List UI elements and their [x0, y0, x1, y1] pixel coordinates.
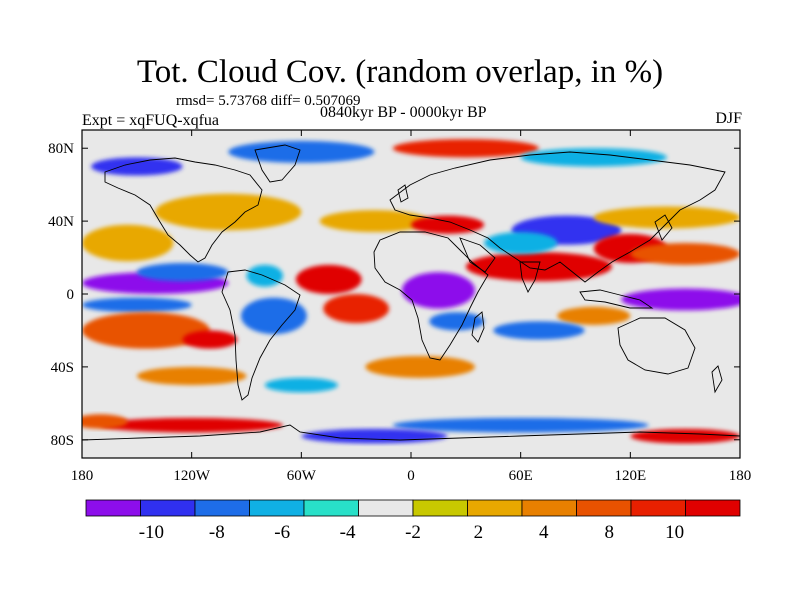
lat-tick-label: 40N: [48, 214, 74, 230]
experiment-label: Expt = xqFUQ-xqfua: [82, 112, 220, 129]
anomaly-blob: [429, 312, 485, 331]
season-label: DJF: [715, 110, 742, 127]
period-label: 0840kyr BP - 0000kyr BP: [320, 104, 487, 121]
anomaly-blob: [630, 428, 740, 444]
coast-africa: [373, 231, 489, 361]
map-axes: 180 120W 60W 0 60E 120E 180 80N 40N 0 40S 80S: [48, 130, 751, 484]
anomaly-blob: [493, 321, 585, 340]
coast-antarctica: [82, 424, 740, 441]
lon-tick-label: 0: [407, 468, 415, 484]
colorbar-swatch: [467, 499, 523, 517]
anomaly-blob: [593, 206, 740, 229]
coast-greenland: [254, 144, 301, 183]
colorbar-label: 2: [474, 522, 484, 543]
lon-tick-label: 180: [71, 468, 94, 484]
colorbar-swatch: [358, 499, 414, 517]
coast-arabia: [459, 237, 496, 273]
plot-title: Tot. Cloud Cov. (random overlap, in %): [136, 54, 664, 90]
anomaly-blob: [392, 417, 649, 433]
anomaly-blob: [630, 242, 740, 265]
anomaly-blob: [401, 272, 475, 309]
colorbar-swatch: [521, 499, 577, 517]
colorbar-label: -8: [209, 522, 225, 543]
colorbar-swatch: [303, 499, 359, 517]
colorbar-label: -4: [340, 522, 356, 543]
coast-australia: [617, 317, 696, 375]
anomaly-blob: [319, 210, 430, 233]
anomaly-blob: [557, 306, 631, 325]
anomaly-blob: [100, 417, 284, 433]
colorbar-label: -6: [274, 522, 290, 543]
colorbar-label: 4: [539, 522, 549, 543]
colorbar-label: 8: [604, 522, 614, 543]
colorbar-swatch: [85, 499, 141, 517]
anomaly-blob: [520, 148, 667, 167]
anomaly-blob: [301, 428, 448, 444]
lat-tick-label: 80S: [51, 433, 74, 449]
colorbar-swatch: [630, 499, 686, 517]
anomaly-blob: [136, 263, 229, 282]
coastlines: [82, 144, 740, 441]
anomaly-blob: [228, 140, 375, 163]
colorbar-label: 10: [665, 522, 684, 543]
lon-tick-label: 120W: [173, 468, 211, 484]
lon-tick-label: 60W: [287, 468, 317, 484]
coast-japan: [654, 214, 673, 241]
lat-tick-label: 0: [67, 287, 75, 303]
anomaly-blob: [136, 366, 247, 386]
anomaly-blob: [392, 139, 539, 158]
anomaly-blob: [241, 297, 307, 335]
lon-tick-label: 120E: [614, 468, 646, 484]
colorbar-swatch: [576, 499, 632, 517]
colorbar-label: -10: [139, 522, 164, 543]
stats-text: rmsd= 5.73768 diff= 0.507069: [176, 93, 361, 109]
coast-indonesia: [579, 289, 654, 309]
coast-eurasia: [389, 151, 726, 283]
coast-uk: [397, 184, 409, 203]
colorbar-label: -2: [405, 522, 421, 543]
anomaly-blob: [621, 288, 740, 311]
colorbar: -10 -8 -6 -4 -2 2 4 8 10: [85, 499, 741, 543]
lon-tick-label: 180: [729, 468, 752, 484]
coast-north-america: [104, 157, 263, 263]
anomaly-blob: [82, 312, 210, 349]
anomaly-blob: [82, 224, 174, 262]
lat-tick-label: 40S: [51, 360, 74, 376]
coast-madagascar: [471, 311, 485, 343]
coast-new-zealand: [711, 365, 723, 394]
coast-south-america: [221, 269, 301, 401]
anomaly-blob: [91, 157, 183, 176]
lat-tick-label: 80N: [48, 141, 74, 157]
anomaly-field: [82, 139, 740, 444]
anomaly-blob: [484, 232, 558, 254]
colorbar-swatch: [685, 499, 741, 517]
anomaly-blob: [82, 414, 128, 429]
anomaly-blob: [155, 193, 302, 231]
colorbar-swatch: [249, 499, 305, 517]
colorbar-swatch: [194, 499, 250, 517]
coast-india: [519, 261, 541, 293]
anomaly-blob: [323, 294, 390, 324]
lon-tick-label: 60E: [509, 468, 533, 484]
anomaly-blob: [82, 297, 192, 313]
anomaly-blob: [182, 330, 238, 349]
anomaly-blob: [295, 264, 362, 294]
colorbar-swatch: [140, 499, 196, 517]
anomaly-blob: [365, 355, 475, 378]
anomaly-blob: [411, 215, 485, 234]
anomaly-blob: [264, 377, 338, 393]
colorbar-swatch: [412, 499, 468, 517]
